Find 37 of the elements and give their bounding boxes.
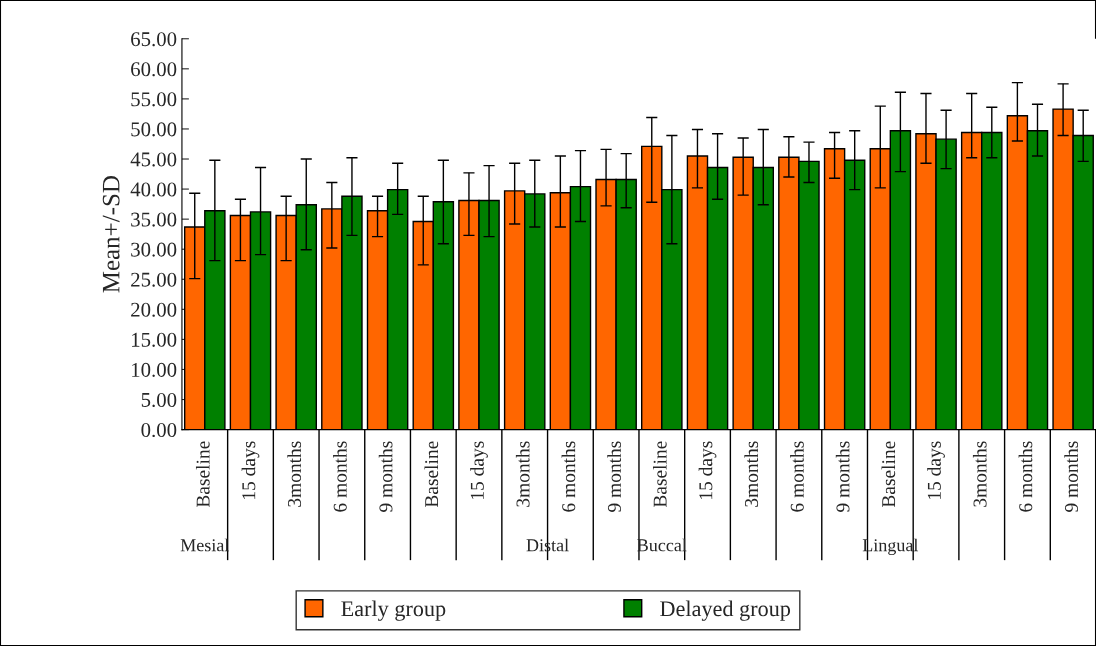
y-tick-label: 60.00 (131, 62, 177, 77)
x-tick-label: 6 months (790, 441, 804, 512)
x-tick-label: 15 days (241, 441, 260, 499)
x-tick-label: 6 months (333, 441, 347, 512)
y-tick-label: 20.00 (131, 302, 177, 317)
y-axis-title: Mean+/-SD (102, 176, 120, 293)
x-tick-label: 15 days (698, 441, 717, 499)
x-tick-label: 6 months (1018, 441, 1033, 512)
x-tick-label: 15 days (470, 441, 488, 499)
x-tick-label: 9 months (1064, 441, 1079, 512)
y-tick-label: 25.00 (131, 272, 177, 287)
y-tick-label: 0.00 (141, 422, 177, 438)
y-tick-label: 40.00 (130, 182, 177, 197)
x-tick-label: 9 months (378, 441, 393, 512)
y-tick-label: 55.00 (131, 92, 177, 107)
x-tick-label: Baseline (195, 441, 210, 508)
x-tick-label: 3months (287, 441, 302, 507)
y-tick-label: 65.00 (131, 32, 177, 47)
x-tick-label: 3months (515, 441, 530, 507)
y-tick-label: 30.00 (131, 242, 177, 257)
x-tick-label: 3months (744, 441, 759, 507)
y-tick-label: 5.00 (141, 392, 177, 408)
y-tick-label: 35.00 (131, 212, 177, 227)
y-tick-label: 15.00 (132, 332, 177, 347)
x-tick-label: Baseline (424, 441, 439, 508)
x-tick-label: Baseline (653, 441, 667, 508)
x-tick-label: 6 months (561, 441, 576, 512)
x-tick-label: 15 days (927, 441, 945, 499)
x-tick-label: 9 months (607, 441, 621, 512)
legend-label: Early group (341, 600, 446, 621)
y-tick-label: 45.00 (130, 152, 177, 167)
x-tick-label: 3months (972, 441, 987, 507)
x-tick-label: Baseline (881, 441, 896, 508)
legend-label: Delayed group (660, 600, 791, 621)
x-tick-label: 9 months (835, 441, 850, 512)
y-tick-label: 10.00 (132, 362, 177, 377)
y-tick-label: 50.00 (131, 122, 177, 137)
